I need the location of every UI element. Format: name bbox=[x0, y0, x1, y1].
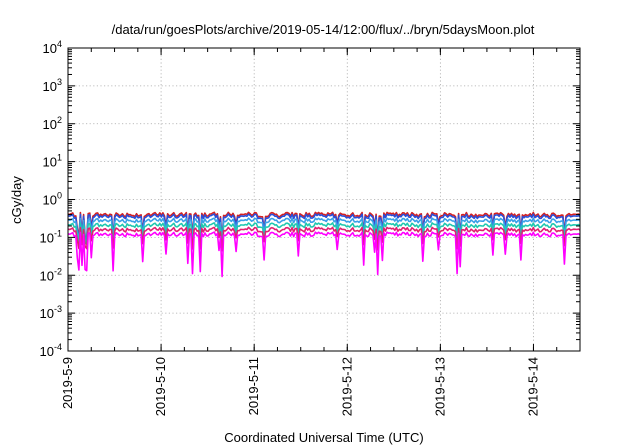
y-tick-exponent: 3 bbox=[57, 77, 62, 87]
y-axis-label: cGy/day bbox=[9, 176, 24, 224]
y-tick-label: 102 bbox=[43, 115, 62, 132]
y-tick-exponent: -1 bbox=[54, 228, 62, 238]
y-tick-label: 10-1 bbox=[40, 228, 62, 245]
y-tick-label: 104 bbox=[43, 39, 62, 56]
y-tick-base: 10 bbox=[43, 41, 57, 56]
y-tick-exponent: 4 bbox=[57, 39, 62, 49]
series-group bbox=[67, 211, 581, 278]
chart-title: /data/run/goesPlots/archive/2019-05-14/1… bbox=[112, 22, 535, 37]
y-tick-base: 10 bbox=[40, 306, 54, 321]
y-tick-label: 10-2 bbox=[40, 266, 62, 283]
x-tick-label: 2019-5-11 bbox=[246, 357, 261, 415]
y-tick-exponent: -3 bbox=[54, 304, 62, 314]
y-tick-base: 10 bbox=[40, 268, 54, 283]
series-line-2 bbox=[67, 213, 581, 244]
y-tick-exponent: 2 bbox=[57, 115, 62, 125]
y-tick-base: 10 bbox=[43, 193, 57, 208]
x-axis-label: Coordinated Universal Time (UTC) bbox=[224, 430, 423, 445]
y-tick-label: 101 bbox=[43, 153, 62, 170]
x-tick-label: 2019-5-12 bbox=[339, 357, 354, 416]
series-line-1 bbox=[67, 211, 581, 242]
y-tick-base: 10 bbox=[43, 79, 57, 94]
series-line-5 bbox=[67, 226, 581, 252]
y-tick-base: 10 bbox=[43, 155, 57, 170]
y-tick-exponent: -2 bbox=[54, 266, 62, 276]
grid bbox=[68, 48, 580, 351]
x-tick-label: 2019-5-9 bbox=[60, 357, 75, 409]
y-tick-label: 10-3 bbox=[40, 304, 62, 321]
series-line-4 bbox=[67, 222, 581, 247]
y-tick-label: 103 bbox=[43, 77, 62, 94]
x-tick-label: 2019-5-14 bbox=[525, 357, 540, 416]
y-tick-label: 100 bbox=[43, 191, 62, 208]
x-tick-label: 2019-5-13 bbox=[432, 357, 447, 416]
y-tick-exponent: -4 bbox=[54, 342, 62, 352]
y-tick-base: 10 bbox=[43, 117, 57, 132]
y-tick-exponent: 0 bbox=[57, 191, 62, 201]
y-tick-exponent: 1 bbox=[57, 153, 62, 163]
series-line-6 bbox=[67, 231, 581, 278]
y-tick-label: 10-4 bbox=[40, 342, 62, 359]
y-tick-base: 10 bbox=[40, 230, 54, 245]
x-tick-label: 2019-5-10 bbox=[153, 357, 168, 416]
series-line-3 bbox=[67, 217, 581, 245]
y-tick-base: 10 bbox=[40, 344, 54, 359]
x-axis: 2019-5-9 2019-5-10 2019-5-11 2019-5-12 2019-… bbox=[60, 48, 581, 416]
